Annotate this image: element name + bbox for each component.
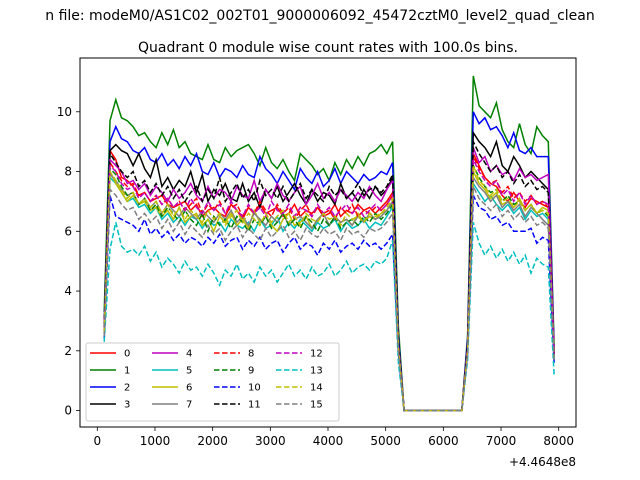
legend-label-9: 9 bbox=[248, 366, 254, 377]
legend-label-12: 12 bbox=[310, 349, 323, 360]
series-line-11 bbox=[103, 141, 555, 412]
figure-suptitle: n file: modeM0/AS1C02_002T01_9000006092_… bbox=[45, 8, 594, 24]
series-line-13 bbox=[103, 222, 555, 412]
y-tick-label: 6 bbox=[64, 224, 72, 238]
legend-label-3: 3 bbox=[124, 400, 130, 411]
x-tick-label: 3000 bbox=[255, 434, 286, 448]
x-tick-label: 8000 bbox=[543, 434, 574, 448]
legend-label-7: 7 bbox=[186, 400, 192, 411]
series-line-4 bbox=[103, 147, 555, 412]
series-line-2 bbox=[103, 111, 555, 412]
legend-label-13: 13 bbox=[310, 366, 323, 377]
x-tick-label: 6000 bbox=[428, 434, 459, 448]
legend-box bbox=[85, 342, 340, 422]
legend-label-11: 11 bbox=[248, 400, 261, 411]
series-line-10 bbox=[103, 195, 555, 412]
legend-label-6: 6 bbox=[186, 383, 192, 394]
series-line-1 bbox=[103, 75, 555, 412]
legend-label-10: 10 bbox=[248, 383, 261, 394]
legend-label-8: 8 bbox=[248, 349, 254, 360]
x-axis: 0 1000 2000 3000 4000 5000 6000 7000 8000 bbox=[93, 427, 574, 448]
y-tick-label: 2 bbox=[64, 344, 72, 358]
legend-label-4: 4 bbox=[186, 349, 192, 360]
series-line-15 bbox=[103, 186, 555, 412]
x-tick-label: 1000 bbox=[140, 434, 171, 448]
chart-title: Quadrant 0 module wise count rates with … bbox=[138, 40, 518, 56]
x-tick-label: 5000 bbox=[370, 434, 401, 448]
x-tick-label: 0 bbox=[93, 434, 101, 448]
series-line-3 bbox=[103, 130, 555, 412]
x-tick-label: 2000 bbox=[197, 434, 228, 448]
legend-label-15: 15 bbox=[310, 400, 323, 411]
legend-label-0: 0 bbox=[124, 349, 130, 360]
legend-label-5: 5 bbox=[186, 366, 192, 377]
legend-label-1: 1 bbox=[124, 366, 130, 377]
legend-label-14: 14 bbox=[310, 383, 323, 394]
x-offset-label: +4.4648e8 bbox=[509, 455, 576, 469]
y-tick-label: 4 bbox=[64, 284, 72, 298]
y-tick-label: 10 bbox=[57, 105, 72, 119]
x-tick-label: 4000 bbox=[313, 434, 344, 448]
legend-label-2: 2 bbox=[124, 383, 130, 394]
plot-lines bbox=[103, 75, 555, 412]
y-axis: 0 2 4 6 8 10 bbox=[57, 105, 80, 418]
series-line-14 bbox=[103, 165, 555, 412]
series-line-5 bbox=[103, 175, 555, 412]
y-tick-label: 0 bbox=[64, 404, 72, 418]
series-line-12 bbox=[103, 159, 555, 412]
y-tick-label: 8 bbox=[64, 165, 72, 179]
x-tick-label: 7000 bbox=[486, 434, 517, 448]
